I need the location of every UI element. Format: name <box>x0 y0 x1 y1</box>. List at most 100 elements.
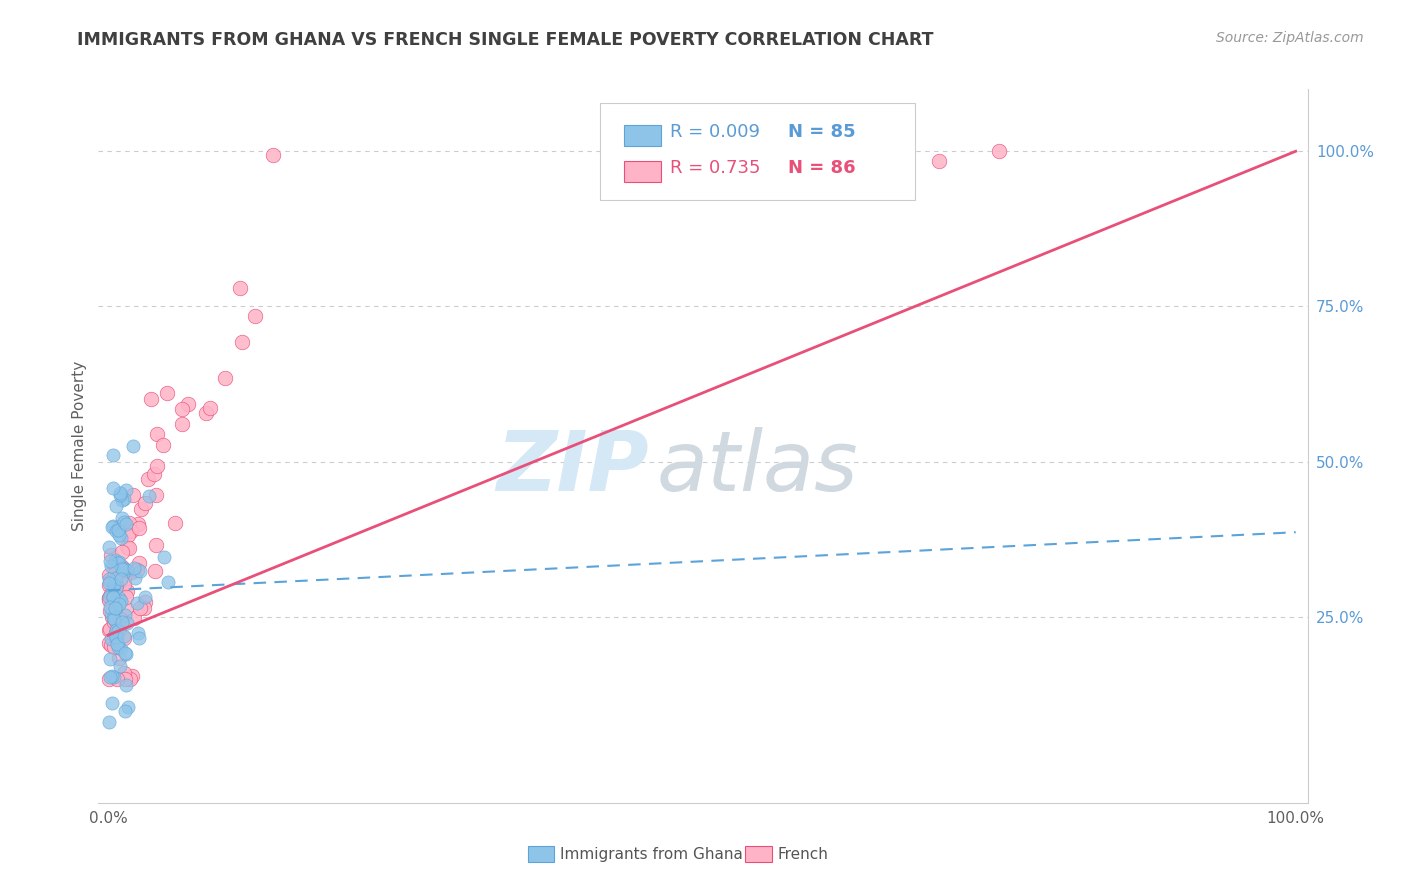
Point <box>112 516 135 530</box>
Point <box>110 594 132 608</box>
Point <box>103 615 125 629</box>
Point <box>104 631 127 645</box>
Point <box>134 591 156 605</box>
Point <box>98 541 121 555</box>
Point <box>172 417 194 431</box>
Point <box>105 614 128 628</box>
Point <box>115 590 138 604</box>
Point <box>100 549 122 563</box>
Point <box>103 579 125 593</box>
Point <box>104 567 127 582</box>
Point <box>105 633 128 648</box>
Text: R = 0.735: R = 0.735 <box>671 159 761 177</box>
Point <box>122 611 145 625</box>
Point <box>104 601 127 615</box>
Point <box>245 310 267 324</box>
Point <box>146 459 169 474</box>
Point <box>105 582 128 596</box>
Point <box>105 637 128 651</box>
Point <box>145 487 167 501</box>
Point <box>122 560 145 574</box>
Point <box>101 519 124 533</box>
Text: R = 0.009: R = 0.009 <box>671 123 761 141</box>
Point <box>107 640 129 654</box>
Point <box>98 591 121 606</box>
Point <box>104 559 127 574</box>
Point <box>98 578 121 592</box>
Point <box>122 439 145 453</box>
Point <box>115 616 138 631</box>
Point <box>108 597 131 611</box>
Point <box>124 571 146 585</box>
Point <box>98 591 121 606</box>
Point <box>146 426 169 441</box>
Point <box>111 566 134 580</box>
Point <box>112 666 135 681</box>
Point <box>152 438 174 452</box>
Point <box>128 632 150 646</box>
Point <box>111 511 134 525</box>
Point <box>97 575 120 590</box>
Point <box>231 334 253 349</box>
Point <box>108 592 131 607</box>
Point <box>101 609 124 624</box>
Point <box>115 563 138 577</box>
Point <box>104 627 127 641</box>
Point <box>103 590 125 604</box>
Point <box>101 696 124 710</box>
Point <box>104 499 127 513</box>
Y-axis label: Single Female Poverty: Single Female Poverty <box>72 361 87 531</box>
Point <box>100 595 122 609</box>
Point <box>98 672 121 686</box>
Point <box>100 632 122 646</box>
Point <box>104 626 127 640</box>
Point <box>141 392 163 406</box>
Point <box>104 558 127 572</box>
Point <box>112 577 135 591</box>
Point <box>98 652 121 666</box>
Point <box>143 467 166 482</box>
Point <box>98 567 121 582</box>
Point <box>104 579 127 593</box>
Point <box>117 541 139 555</box>
Point <box>111 559 134 574</box>
Point <box>104 590 127 604</box>
Point <box>111 492 134 507</box>
Point <box>108 488 131 502</box>
Point <box>177 397 200 411</box>
Point <box>100 606 122 620</box>
Point <box>105 672 128 686</box>
Point <box>110 612 132 626</box>
Point <box>229 281 252 295</box>
Point <box>103 578 125 592</box>
Point <box>112 632 135 646</box>
Point <box>100 574 122 588</box>
Text: N = 86: N = 86 <box>787 159 855 177</box>
Point <box>103 612 125 626</box>
Point <box>110 531 132 545</box>
Point <box>104 623 127 637</box>
Point <box>104 631 127 645</box>
Point <box>100 519 122 533</box>
Point <box>128 520 150 534</box>
Point <box>108 528 131 542</box>
Point <box>108 486 131 500</box>
Point <box>107 624 129 639</box>
Point <box>153 549 176 564</box>
Point <box>115 601 138 615</box>
Point <box>103 481 125 495</box>
Point <box>107 524 129 538</box>
Point <box>111 561 134 575</box>
FancyBboxPatch shape <box>624 161 661 182</box>
Point <box>103 607 125 622</box>
Point <box>129 502 152 516</box>
Point <box>108 591 131 606</box>
Point <box>112 562 135 576</box>
Point <box>125 596 148 610</box>
Point <box>103 670 125 684</box>
Point <box>98 622 121 636</box>
Point <box>107 524 129 538</box>
Point <box>112 629 135 643</box>
Point <box>118 672 141 686</box>
Point <box>107 624 129 639</box>
